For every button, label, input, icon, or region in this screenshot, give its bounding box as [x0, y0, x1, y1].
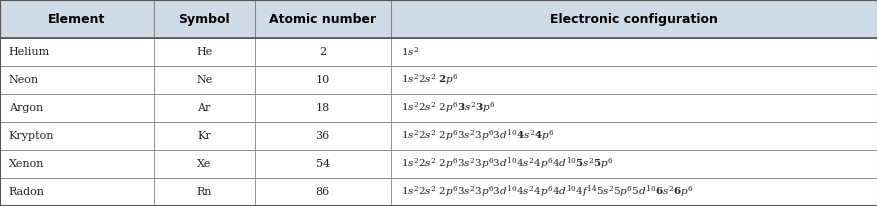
- Text: Atomic number: Atomic number: [268, 13, 376, 26]
- Bar: [390, 178, 877, 206]
- Bar: [390, 94, 877, 122]
- Bar: [390, 122, 877, 150]
- Text: $1s^2$: $1s^2$: [401, 46, 419, 58]
- Text: $1s^22s^2$ $2p^6\mathbf{3}\mathit{s}^2\mathbf{3}\mathit{p}^6$: $1s^22s^2$ $2p^6\mathbf{3}\mathit{s}^2\m…: [401, 101, 496, 115]
- Bar: [0, 122, 153, 150]
- Text: Rn: Rn: [196, 187, 211, 197]
- Bar: [254, 0, 390, 38]
- Text: Xenon: Xenon: [9, 159, 44, 169]
- Bar: [153, 178, 254, 206]
- Text: 18: 18: [315, 103, 330, 113]
- Text: 86: 86: [315, 187, 330, 197]
- Text: Xe: Xe: [196, 159, 211, 169]
- Bar: [153, 38, 254, 66]
- Text: Kr: Kr: [197, 131, 210, 141]
- Bar: [0, 178, 153, 206]
- Text: 2: 2: [318, 47, 326, 57]
- Text: Electronic configuration: Electronic configuration: [550, 13, 717, 26]
- Text: $1s^22s^2$ $\mathbf{2}\mathit{p}^6$: $1s^22s^2$ $\mathbf{2}\mathit{p}^6$: [401, 73, 459, 87]
- Bar: [0, 94, 153, 122]
- Bar: [390, 150, 877, 178]
- Text: Argon: Argon: [9, 103, 43, 113]
- Text: Radon: Radon: [9, 187, 45, 197]
- Bar: [390, 38, 877, 66]
- Bar: [153, 0, 254, 38]
- Bar: [254, 94, 390, 122]
- Text: $1s^22s^2$ $2p^63s^23p^63d^{10}4s^24p^64d^{10}\mathbf{5}\mathit{s}^2\mathbf{5}\m: $1s^22s^2$ $2p^63s^23p^63d^{10}4s^24p^64…: [401, 156, 613, 172]
- Text: Krypton: Krypton: [9, 131, 54, 141]
- Text: He: He: [196, 47, 212, 57]
- Text: Ne: Ne: [196, 75, 212, 85]
- Bar: [390, 0, 877, 38]
- Bar: [153, 150, 254, 178]
- Text: 10: 10: [315, 75, 330, 85]
- Bar: [0, 66, 153, 94]
- Bar: [254, 150, 390, 178]
- Bar: [254, 38, 390, 66]
- Text: $1s^22s^2$ $2p^63s^23p^63d^{10}\mathbf{4}\mathit{s}^2\mathbf{4}\mathit{p}^6$: $1s^22s^2$ $2p^63s^23p^63d^{10}\mathbf{4…: [401, 128, 554, 144]
- Text: $1s^22s^2$ $2p^63s^23p^63d^{10}4s^24p^64d^{10}4f^{14}5s^25p^65d^{10}\mathbf{6}\m: $1s^22s^2$ $2p^63s^23p^63d^{10}4s^24p^64…: [401, 184, 693, 200]
- Bar: [153, 122, 254, 150]
- Text: Ar: Ar: [197, 103, 210, 113]
- Text: Helium: Helium: [9, 47, 50, 57]
- Bar: [0, 150, 153, 178]
- Bar: [254, 178, 390, 206]
- Bar: [0, 38, 153, 66]
- Text: 36: 36: [315, 131, 330, 141]
- Bar: [153, 66, 254, 94]
- Text: Neon: Neon: [9, 75, 39, 85]
- Text: Element: Element: [48, 13, 105, 26]
- Text: Symbol: Symbol: [178, 13, 230, 26]
- Bar: [390, 66, 877, 94]
- Bar: [254, 122, 390, 150]
- Bar: [254, 66, 390, 94]
- Bar: [153, 94, 254, 122]
- Bar: [0, 0, 153, 38]
- Text: 54: 54: [315, 159, 330, 169]
